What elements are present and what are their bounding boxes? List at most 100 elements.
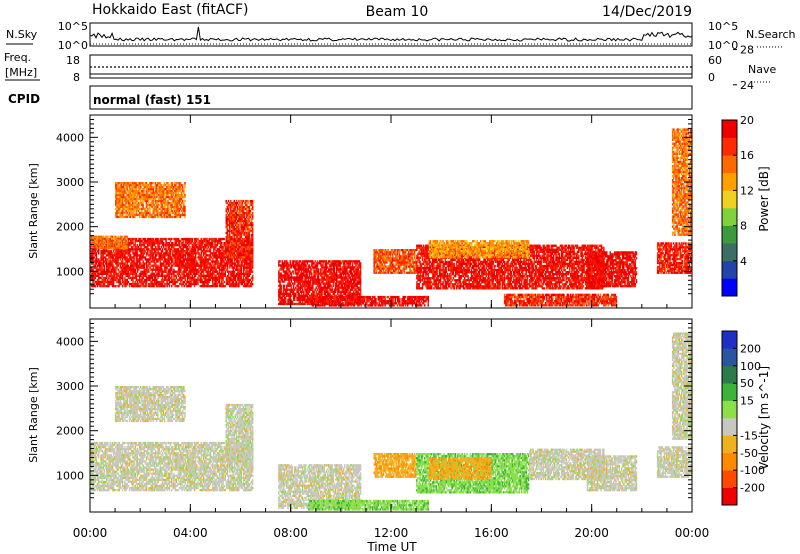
heatmap-cell [129,268,132,271]
heatmap-cell [298,294,300,297]
heatmap-cell [143,256,146,259]
heatmap-cell [150,242,152,245]
heatmap-cell [188,264,190,267]
heatmap-cell [98,243,100,246]
heatmap-cell [207,254,209,257]
heatmap-cell [138,203,141,207]
heatmap-cell [124,243,126,246]
heatmap-cell [119,188,122,191]
heatmap-cell [240,254,242,257]
heatmap-cell [231,260,233,263]
heatmap-cell [296,280,298,283]
heatmap-cell [191,262,193,265]
heatmap-cell [116,195,118,199]
heatmap-cell [121,188,124,191]
heatmap-cell [152,282,155,286]
heatmap-cell [141,197,143,201]
heatmap-cell [231,223,233,227]
heatmap-cell [223,260,225,263]
heatmap-cell [95,237,98,240]
heatmap-cell [161,280,164,284]
heatmap-cell [250,219,253,223]
heatmap-cell [120,182,123,185]
heatmap-cell [123,264,125,267]
heatmap-cell [127,248,130,251]
heatmap-cell [151,186,153,189]
heatmap-cell [200,250,203,253]
heatmap-cell [213,264,215,267]
heatmap-cell [94,285,97,288]
heatmap-cell [136,199,139,203]
heatmap-cell [138,190,141,193]
heatmap-cell [220,250,222,253]
heatmap-cell [233,282,236,286]
heatmap-cell [115,188,117,191]
heatmap-cell [242,243,245,247]
heatmap-cell [297,272,299,275]
heatmap-cell [299,300,302,304]
heatmap-cell [199,280,201,284]
heatmap-cell [165,270,167,273]
heatmap-cell [193,280,196,284]
heatmap-cell [228,250,231,253]
heatmap-cell [132,203,134,207]
heatmap-cell [189,258,191,261]
heatmap-cell [232,211,234,215]
heatmap-cell [157,274,159,277]
heatmap-cell [144,184,146,187]
heatmap-cell [155,190,158,193]
heatmap-cell [228,205,231,209]
heatmap-cell [95,235,98,238]
heatmap-cell [146,191,149,195]
heatmap-cell [159,242,161,245]
heatmap-cell [288,268,290,271]
heatmap-cell [121,213,124,217]
heatmap-cell [153,276,156,280]
heatmap-cell [166,272,168,275]
heatmap-cell [199,248,201,251]
heatmap-cell [238,256,240,259]
heatmap-cell [188,239,190,243]
heatmap-cell [160,191,162,195]
heatmap-cell [212,260,214,263]
heatmap-cell [218,254,221,257]
heatmap-cell [168,191,170,195]
heatmap-cell [287,268,289,271]
heatmap-cell [150,272,152,275]
heatmap-cell [128,195,131,199]
heatmap-cell [321,278,323,281]
heatmap-cell [158,268,160,271]
heatmap-cell [295,302,297,306]
heatmap-cell [162,186,165,189]
heatmap-cell [202,268,205,271]
heatmap-cell [189,266,191,269]
heatmap-cell [98,245,100,248]
heatmap-cell [235,233,238,237]
heatmap-cell [147,197,150,201]
heatmap-cell [299,266,302,269]
heatmap-cell [120,199,123,203]
heatmap-cell [125,241,127,244]
heatmap-cell [158,256,160,259]
heatmap-cell [238,270,240,273]
heatmap-cell [112,274,115,277]
heatmap-cell [173,282,175,286]
heatmap-cell [117,254,119,257]
heatmap-cell [119,199,122,203]
heatmap-cell [216,250,219,253]
heatmap-cell [278,280,280,283]
heatmap-cell [290,280,293,283]
heatmap-cell [200,262,203,265]
heatmap-cell [129,184,132,187]
heatmap-cell [233,203,235,207]
heatmap-cell [151,248,154,251]
heatmap-cell [250,250,253,253]
heatmap-cell [140,285,142,288]
heatmap-cell [119,186,122,189]
heatmap-cell [191,248,193,251]
heatmap-cell [132,256,134,259]
heatmap-cell [174,237,176,241]
heatmap-cell [126,258,128,261]
heatmap-cell [294,302,296,306]
heatmap-cell [247,205,249,209]
